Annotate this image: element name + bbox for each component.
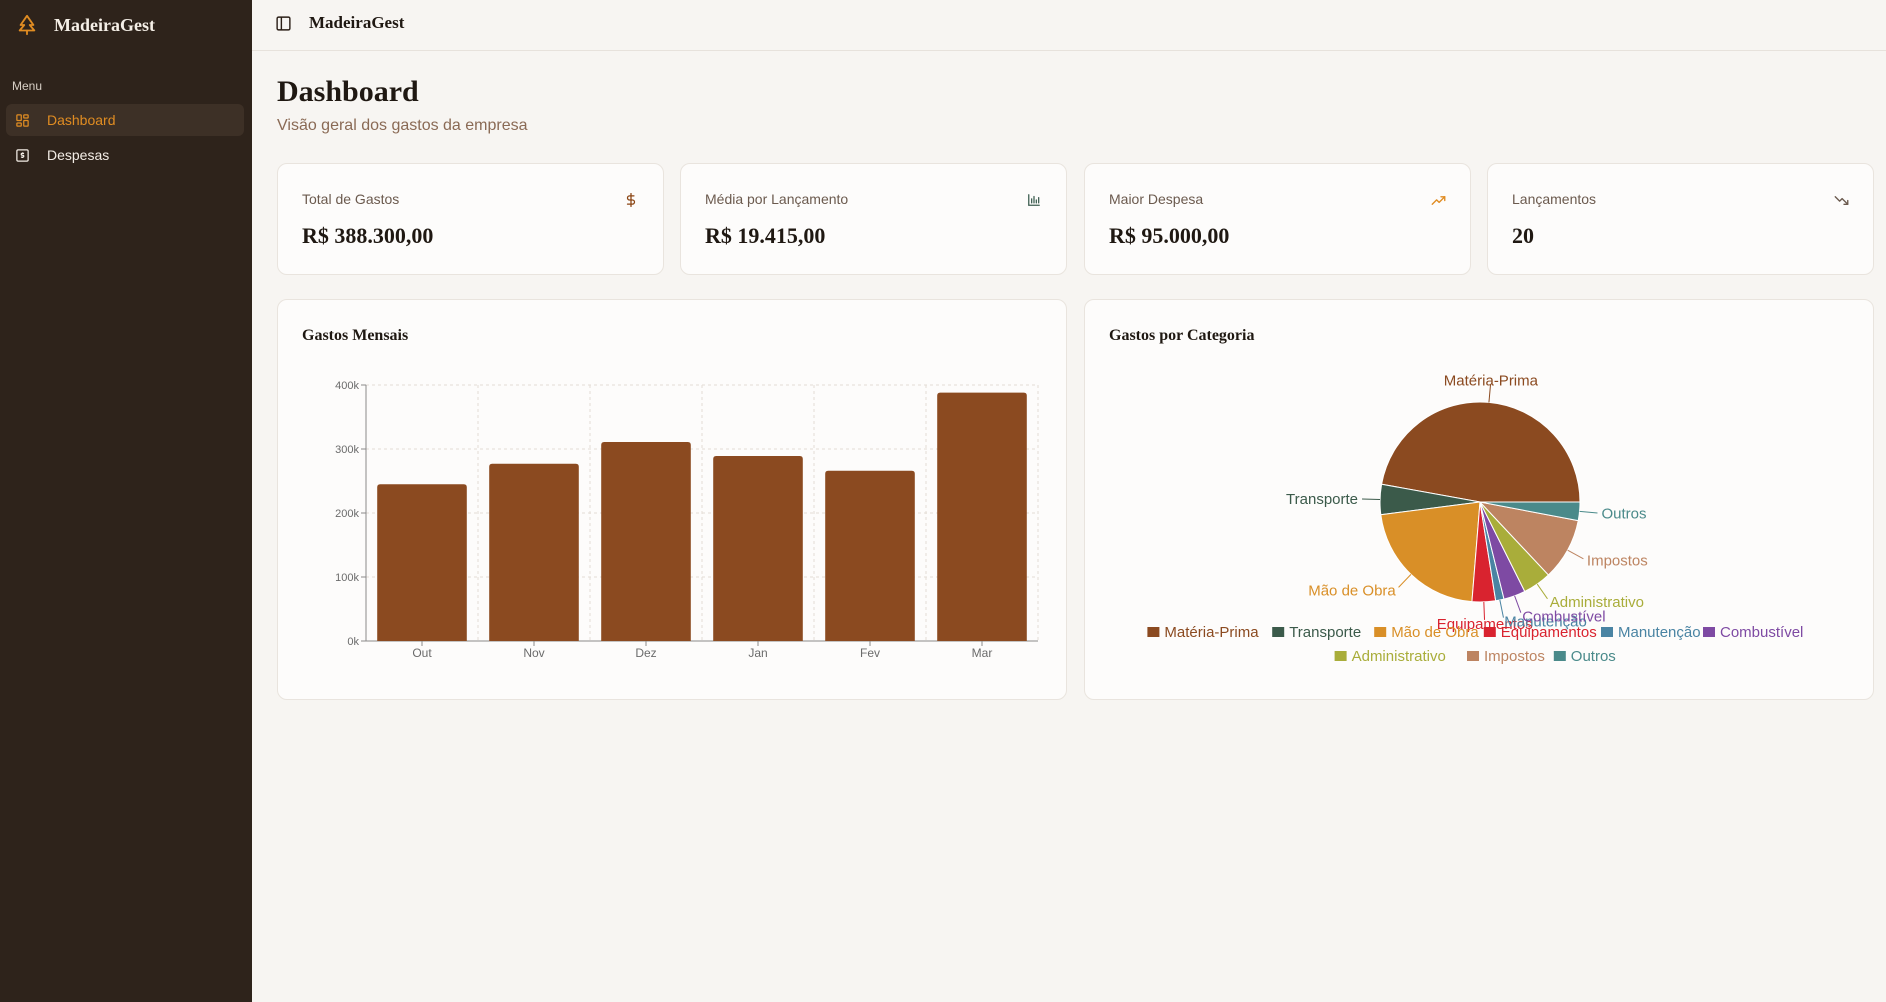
- stat-value: R$ 388.300,00: [302, 223, 434, 248]
- sidebar-item-dashboard[interactable]: Dashboard: [6, 104, 244, 136]
- y-tick-label: 300k: [335, 444, 359, 456]
- monthly-expenses-panel: Gastos Mensais 0k 100k 200k 300k 400k Out Nov D…: [277, 299, 1067, 700]
- bar-chart-icon: [1026, 192, 1042, 208]
- legend-label: Outros: [1571, 648, 1616, 665]
- stat-label: Lançamentos: [1512, 191, 1597, 207]
- trending-up-icon: [1430, 192, 1446, 208]
- x-tick-label: Jan: [748, 646, 767, 660]
- x-tick-label: Fev: [860, 646, 880, 660]
- legend-swatch: [1147, 627, 1160, 637]
- dollar-icon: [623, 192, 639, 208]
- pie-label-line: [1536, 583, 1548, 600]
- sidebar-item-label: Despesas: [47, 147, 110, 163]
- legend-swatch: [1272, 627, 1285, 637]
- pie-label: Impostos: [1587, 553, 1648, 570]
- sidebar-item-despesas[interactable]: Despesas: [6, 139, 244, 171]
- legend-label: Matéria-Prima: [1164, 624, 1259, 641]
- panel-title: Gastos Mensais: [302, 327, 409, 344]
- pie-label-line: [1488, 384, 1492, 403]
- topbar-title: MadeiraGest: [309, 13, 405, 32]
- legend-swatch: [1467, 651, 1479, 661]
- pie-label-line: [1514, 595, 1522, 613]
- legend-swatch: [1703, 627, 1715, 637]
- x-tick-label: Nov: [523, 646, 544, 660]
- pie-slice: [1381, 401, 1581, 503]
- bar: [713, 456, 803, 641]
- stat-label: Maior Despesa: [1109, 191, 1204, 207]
- pie-label-line: [1567, 549, 1584, 560]
- pie-label: Equipamentos: [1437, 616, 1533, 633]
- sidebar: MadeiraGest Menu Dashboard Despesas: [0, 0, 252, 1002]
- pie-label: Administrativo: [1550, 594, 1644, 611]
- bar: [825, 470, 915, 641]
- sidebar-toggle-icon[interactable]: [275, 15, 293, 33]
- legend-label: Equipamentos: [1501, 624, 1597, 641]
- legend-label: Impostos: [1484, 648, 1545, 665]
- page-title: Dashboard: [277, 75, 419, 108]
- legend-label: Administrativo: [1352, 648, 1446, 665]
- x-tick-label: Out: [412, 646, 432, 660]
- pie-label: Manutenção: [1504, 614, 1587, 631]
- pie-label: Outros: [1601, 505, 1646, 522]
- pie-slice: [1380, 501, 1481, 603]
- y-tick-label: 400k: [335, 380, 359, 392]
- category-expenses-panel: Gastos por Categoria Matéria-Prima Transp…: [1084, 299, 1874, 700]
- brand-name: MadeiraGest: [54, 14, 155, 35]
- legend-swatch: [1334, 651, 1347, 661]
- monthly-bar-chart: 0k 100k 200k 300k 400k Out Nov Dez Jan Fev Mar: [335, 380, 1039, 660]
- stat-label: Média por Lançamento: [705, 191, 849, 207]
- dashboard-grid-icon: [14, 112, 30, 128]
- legend-swatch: [1483, 627, 1496, 637]
- bar: [601, 441, 691, 641]
- pie-label-line: [1483, 601, 1486, 620]
- stat-value: 20: [1512, 223, 1534, 248]
- bar: [937, 392, 1027, 641]
- topbar: MadeiraGest: [252, 0, 1886, 51]
- panel-title: Gastos por Categoria: [1109, 327, 1255, 344]
- stat-value: R$ 19.415,00: [705, 223, 826, 248]
- stat-value: R$ 95.000,00: [1109, 223, 1230, 248]
- pie-label: Matéria-Prima: [1444, 372, 1539, 389]
- legend-label: Combustível: [1720, 624, 1803, 641]
- bar: [377, 484, 467, 641]
- legend-swatch: [1601, 627, 1613, 637]
- receipt-icon: [14, 147, 30, 163]
- y-tick-label: 0k: [347, 636, 359, 648]
- stat-card-count: Lançamentos 20: [1487, 163, 1874, 275]
- x-tick-label: Mar: [972, 646, 993, 660]
- tree-icon: [14, 12, 40, 38]
- page-subtitle: Visão geral dos gastos da empresa: [277, 117, 528, 134]
- bar: [489, 463, 579, 641]
- stat-card-max: Maior Despesa R$ 95.000,00: [1084, 163, 1471, 275]
- y-tick-label: 200k: [335, 508, 359, 520]
- stat-card-total: Total de Gastos R$ 388.300,00: [277, 163, 664, 275]
- pie-label: Mão de Obra: [1308, 582, 1396, 599]
- sidebar-item-label: Dashboard: [47, 112, 116, 128]
- pie-slice: [1479, 501, 1581, 522]
- pie-label-line: [1398, 574, 1412, 588]
- pie-label-line: [1499, 599, 1504, 618]
- legend-label: Manutenção: [1618, 624, 1701, 641]
- stat-label: Total de Gastos: [302, 191, 400, 207]
- y-tick-label: 100k: [335, 572, 359, 584]
- pie-label-line: [1579, 510, 1598, 514]
- trending-down-icon: [1833, 192, 1849, 208]
- legend-swatch: [1553, 651, 1566, 661]
- menu-label: Menu: [12, 79, 43, 93]
- pie-label: Transporte: [1286, 491, 1358, 508]
- legend-label: Transporte: [1289, 624, 1361, 641]
- pie-label: Combustível: [1522, 608, 1605, 625]
- legend-label: Mão de Obra: [1391, 624, 1479, 641]
- brand[interactable]: MadeiraGest: [14, 12, 155, 38]
- legend-swatch: [1374, 627, 1387, 637]
- stat-card-average: Média por Lançamento R$ 19.415,00: [680, 163, 1067, 275]
- x-tick-label: Dez: [635, 646, 656, 660]
